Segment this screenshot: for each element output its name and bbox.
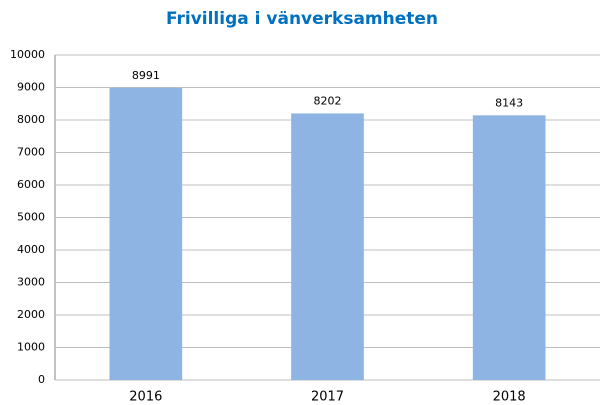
y-tick-label: 3000 bbox=[17, 276, 45, 289]
bar bbox=[472, 115, 546, 380]
y-tick-label: 9000 bbox=[17, 81, 45, 94]
chart-title: Frivilliga i vänverksamheten bbox=[166, 9, 438, 29]
x-tick-label: 2017 bbox=[311, 390, 344, 405]
data-label: 8202 bbox=[314, 94, 342, 107]
bar bbox=[291, 113, 364, 380]
bar bbox=[109, 87, 183, 380]
y-tick-label: 10000 bbox=[10, 48, 45, 61]
y-tick-label: 2000 bbox=[17, 308, 45, 321]
y-tick-label: 8000 bbox=[17, 113, 45, 126]
x-tick-label: 2018 bbox=[493, 390, 526, 405]
y-tick-label: 6000 bbox=[17, 178, 45, 191]
x-tick-label: 2016 bbox=[129, 390, 162, 405]
data-label: 8991 bbox=[132, 69, 160, 82]
y-tick-label: 5000 bbox=[17, 211, 45, 224]
y-tick-label: 7000 bbox=[17, 146, 45, 159]
y-tick-label: 1000 bbox=[17, 341, 45, 354]
y-tick-label: 4000 bbox=[17, 243, 45, 256]
data-label: 8143 bbox=[495, 96, 523, 109]
y-tick-label: 0 bbox=[38, 373, 45, 386]
